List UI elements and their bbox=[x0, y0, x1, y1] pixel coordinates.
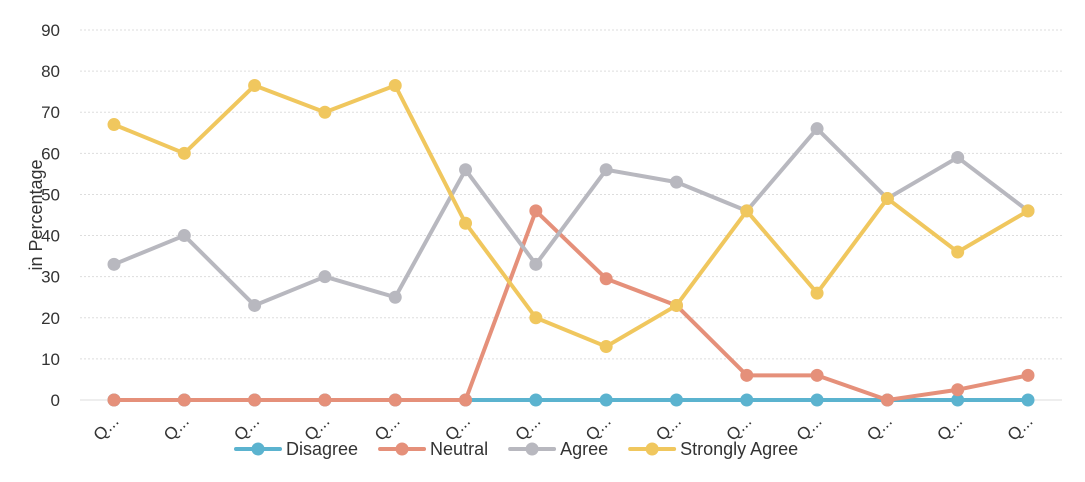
data-point-disagree bbox=[740, 393, 754, 407]
data-point-neutral bbox=[177, 393, 191, 407]
series-strongly-agree bbox=[107, 79, 1035, 354]
data-point-neutral bbox=[107, 393, 121, 407]
data-point-agree bbox=[599, 163, 613, 177]
y-tick-label: 10 bbox=[41, 350, 60, 369]
data-point-disagree bbox=[599, 393, 613, 407]
data-point-neutral bbox=[248, 393, 262, 407]
x-tick-label: Q... bbox=[512, 412, 545, 445]
y-axis-ticks: 0 10 20 30 40 50 60 70 80 90 bbox=[41, 21, 60, 410]
data-point-strongly-agree bbox=[1021, 204, 1035, 218]
legend-marker bbox=[645, 442, 659, 456]
data-point-neutral bbox=[459, 393, 473, 407]
data-point-agree bbox=[388, 290, 402, 304]
data-point-strongly-agree bbox=[388, 79, 402, 92]
data-point-neutral bbox=[318, 393, 332, 407]
y-tick-label: 40 bbox=[41, 227, 60, 246]
data-point-disagree bbox=[529, 393, 543, 407]
data-point-agree bbox=[810, 122, 824, 136]
data-point-disagree bbox=[669, 393, 683, 407]
legend-item-agree: Agree bbox=[508, 439, 608, 459]
data-point-neutral bbox=[880, 393, 894, 407]
data-point-neutral bbox=[529, 204, 543, 218]
data-point-strongly-agree bbox=[318, 105, 332, 119]
data-point-strongly-agree bbox=[669, 298, 683, 312]
legend-label: Strongly Agree bbox=[680, 439, 798, 459]
data-point-neutral bbox=[810, 368, 824, 382]
data-point-strongly-agree bbox=[248, 79, 262, 92]
series-neutral bbox=[107, 204, 1035, 407]
legend-label: Disagree bbox=[286, 439, 358, 459]
data-point-disagree bbox=[810, 393, 824, 407]
data-point-strongly-agree bbox=[810, 286, 824, 300]
series-line-neutral bbox=[112, 208, 1030, 402]
legend-item-disagree: Disagree bbox=[234, 439, 358, 459]
legend: Disagree Neutral Agree Strongly Agree bbox=[234, 439, 798, 459]
x-tick-label: Q... bbox=[160, 412, 193, 445]
legend-item-strongly-agree: Strongly Agree bbox=[628, 439, 798, 459]
legend-marker bbox=[395, 442, 409, 456]
legend-marker bbox=[525, 442, 539, 456]
data-point-agree bbox=[107, 257, 121, 271]
y-tick-label: 70 bbox=[41, 103, 60, 122]
data-point-agree bbox=[951, 150, 965, 164]
y-tick-label: 0 bbox=[51, 391, 60, 410]
x-tick-label: Q... bbox=[371, 412, 404, 445]
y-tick-label: 80 bbox=[41, 62, 60, 81]
data-point-strongly-agree bbox=[529, 311, 543, 325]
data-point-agree bbox=[318, 270, 332, 284]
data-point-strongly-agree bbox=[459, 216, 473, 230]
legend-label: Agree bbox=[560, 439, 608, 459]
legend-label: Neutral bbox=[430, 439, 488, 459]
data-point-agree bbox=[529, 257, 543, 271]
data-point-neutral bbox=[1021, 368, 1035, 382]
data-point-agree bbox=[248, 298, 262, 312]
data-point-agree bbox=[177, 229, 191, 243]
x-tick-label: Q... bbox=[933, 412, 966, 445]
x-tick-label: Q... bbox=[863, 412, 896, 445]
series-group bbox=[107, 79, 1035, 407]
y-tick-label: 60 bbox=[41, 144, 60, 163]
y-tick-label: 30 bbox=[41, 268, 60, 287]
x-tick-label: Q... bbox=[1004, 412, 1037, 445]
legend-item-neutral: Neutral bbox=[378, 439, 488, 459]
data-point-strongly-agree bbox=[880, 192, 894, 206]
data-point-agree bbox=[459, 163, 473, 177]
series-line-strongly-agree bbox=[112, 83, 1030, 349]
data-point-neutral bbox=[740, 368, 754, 382]
x-tick-label: Q... bbox=[90, 412, 123, 445]
y-tick-label: 20 bbox=[41, 309, 60, 328]
y-tick-label: 50 bbox=[41, 185, 60, 204]
data-point-agree bbox=[669, 175, 683, 189]
y-tick-label: 90 bbox=[41, 21, 60, 40]
data-point-disagree bbox=[951, 393, 965, 407]
data-point-neutral bbox=[951, 383, 965, 397]
data-point-strongly-agree bbox=[177, 146, 191, 160]
series-agree bbox=[107, 122, 1035, 312]
legend-marker bbox=[251, 442, 265, 456]
series-line-agree bbox=[112, 126, 1030, 308]
y-axis-label: in Percentage bbox=[26, 159, 46, 270]
data-point-strongly-agree bbox=[740, 204, 754, 218]
data-point-neutral bbox=[388, 393, 402, 407]
data-point-strongly-agree bbox=[951, 245, 965, 259]
data-point-strongly-agree bbox=[107, 118, 121, 132]
data-point-strongly-agree bbox=[599, 340, 613, 354]
data-point-disagree bbox=[1021, 393, 1035, 407]
data-point-neutral bbox=[599, 272, 613, 286]
x-tick-label: Q... bbox=[230, 412, 263, 445]
